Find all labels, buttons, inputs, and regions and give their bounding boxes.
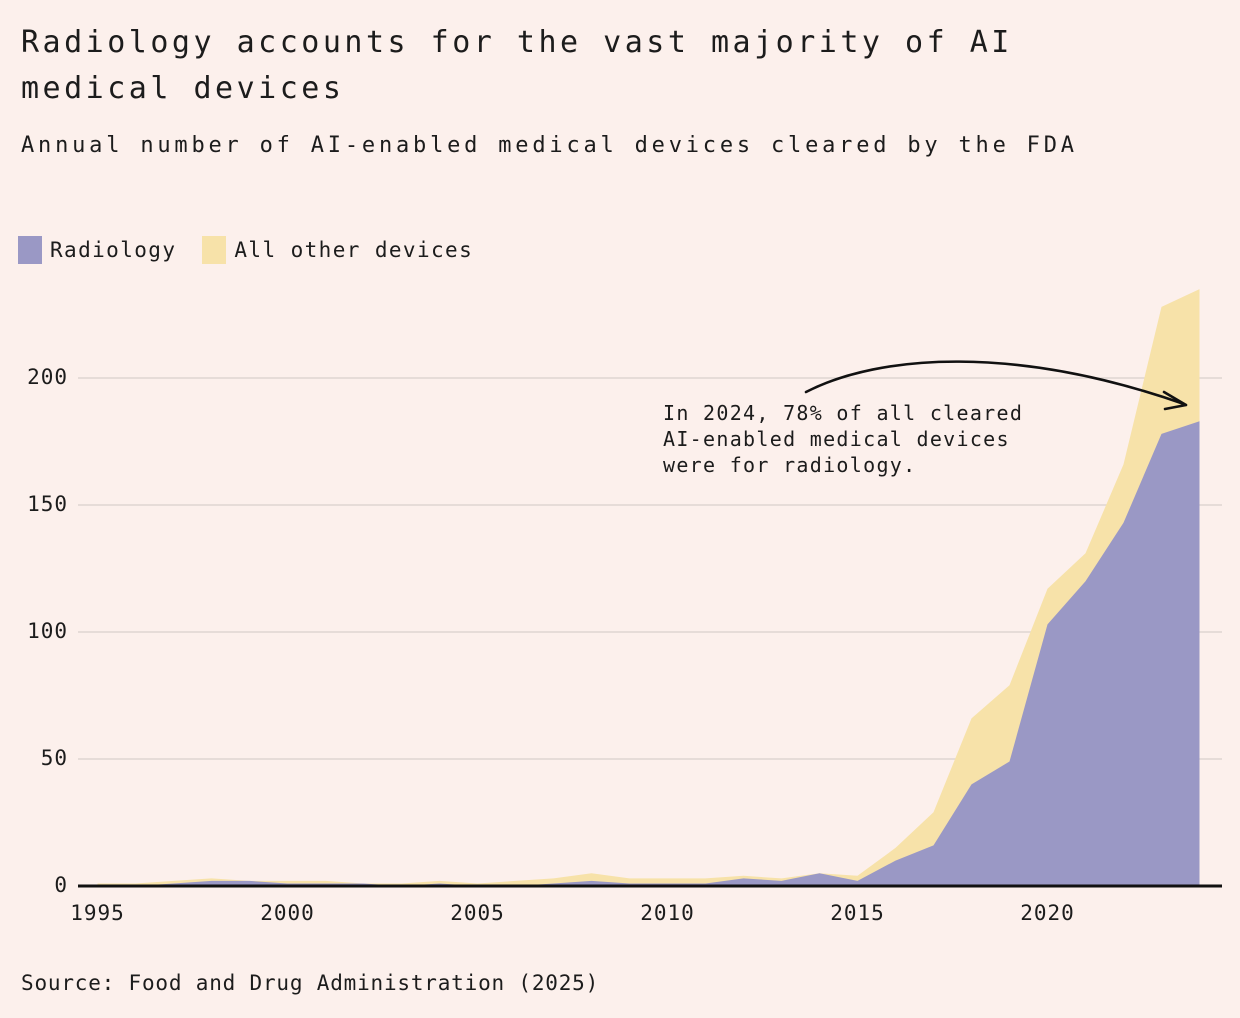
legend: Radiology All other devices (18, 236, 473, 264)
x-tick-label-2015: 2015 (830, 901, 885, 925)
annotation-line: In 2024, 78% of all cleared (663, 401, 1024, 425)
x-tick-label-2005: 2005 (450, 901, 505, 925)
x-tick-label-2020: 2020 (1020, 901, 1075, 925)
y-tick-label-0: 0 (54, 873, 68, 897)
y-tick-label-50: 50 (40, 746, 68, 770)
x-tick-label-2010: 2010 (640, 901, 695, 925)
chart-title: Radiology accounts for the vast majority… (21, 25, 1013, 106)
y-tick-label-100: 100 (27, 619, 68, 643)
annotation-arrow (804, 360, 1188, 411)
x-tick-label-1995: 1995 (70, 901, 125, 925)
y-tick-label-150: 150 (27, 492, 68, 516)
chart-subtitle: Annual number of AI-enabled medical devi… (21, 133, 1078, 158)
chart-annotation: In 2024, 78% of all cleared AI-enabled m… (663, 400, 1023, 478)
y-tick-label-200: 200 (27, 365, 68, 389)
legend-item-radiology: Radiology (18, 236, 176, 264)
stacked-areas (97, 289, 1200, 887)
x-tick-label-2000: 2000 (260, 901, 315, 925)
legend-label-other-devices: All other devices (234, 238, 474, 262)
area-radiology (97, 421, 1200, 886)
radiology-color-swatch (18, 236, 42, 264)
source-note: Source: Food and Drug Administration (20… (21, 971, 600, 995)
other-devices-color-swatch (202, 236, 227, 264)
legend-item-other-devices: All other devices (202, 236, 473, 264)
annotation-line: were for radiology. (663, 453, 917, 477)
annotation-line: AI-enabled medical devices (663, 427, 1010, 451)
legend-label-radiology: Radiology (50, 238, 177, 262)
